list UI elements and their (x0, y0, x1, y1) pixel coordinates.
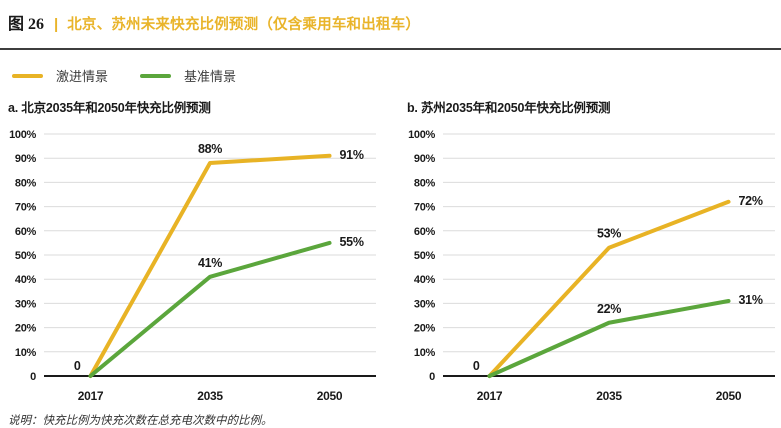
svg-text:20%: 20% (15, 323, 37, 335)
legend-item-baseline: 基准情景 (140, 66, 236, 85)
svg-text:100%: 100% (408, 129, 435, 141)
svg-text:41%: 41% (198, 256, 222, 270)
beijing-line-chart: 0 10% 20% 30% 40% 50% 60% 70% 80% 90% 100% 2017 2035… (9, 129, 376, 403)
svg-text:30%: 30% (414, 298, 436, 310)
figure-title: 北京、苏州未来快充比例预测（仅含乘用车和出租车） (67, 17, 421, 33)
svg-text:50%: 50% (414, 250, 436, 262)
chart-subtitle-suzhou: b. 苏州2035年和2050年快充比例预测 (407, 101, 611, 115)
svg-text:88%: 88% (198, 142, 222, 156)
svg-text:60%: 60% (15, 226, 37, 238)
figure-header: 图 26 | 北京、苏州未来快充比例预测（仅含乘用车和出租车） (0, 8, 781, 34)
legend-label-baseline: 基准情景 (184, 69, 237, 84)
svg-text:50%: 50% (15, 250, 37, 262)
svg-text:0: 0 (30, 371, 36, 383)
chart-subtitle-beijing: a. 北京2035年和2050年快充比例预测 (8, 101, 211, 115)
chart-panel-beijing: a. 北京2035年和2050年快充比例预测 0 10% 20% 30% 40% 50% 6… (0, 97, 381, 406)
svg-text:10%: 10% (414, 347, 436, 359)
svg-text:31%: 31% (739, 293, 763, 307)
svg-text:72%: 72% (739, 194, 763, 208)
aggressive-scenario-line-swatch (12, 73, 43, 78)
legend-item-aggressive: 激进情景 (12, 66, 108, 85)
legend-label-aggressive: 激进情景 (56, 69, 109, 84)
svg-text:0: 0 (74, 359, 81, 373)
chart-legend: 激进情景 基准情景 (0, 50, 781, 85)
svg-text:70%: 70% (414, 202, 436, 214)
svg-text:2050: 2050 (716, 389, 742, 403)
chart-panel-suzhou: b. 苏州2035年和2050年快充比例预测 0 10% 20% 30% 40% 50% 6… (381, 97, 775, 406)
svg-text:100%: 100% (9, 129, 36, 141)
suzhou-line-chart: 0 10% 20% 30% 40% 50% 60% 70% 80% 90% 100% 2017 2035… (408, 129, 775, 403)
footnote: 说明：快充比例为快充次数在总充电次数中的比例。 (8, 415, 273, 427)
svg-text:40%: 40% (15, 274, 37, 286)
svg-text:80%: 80% (414, 177, 436, 189)
svg-text:60%: 60% (414, 226, 436, 238)
svg-text:22%: 22% (597, 302, 621, 316)
svg-text:80%: 80% (15, 177, 37, 189)
svg-text:90%: 90% (414, 153, 436, 165)
svg-text:20%: 20% (414, 323, 436, 335)
svg-text:40%: 40% (414, 274, 436, 286)
svg-text:10%: 10% (15, 347, 37, 359)
baseline-scenario-line-swatch (140, 73, 172, 78)
figure-number-label: 图 26 (8, 16, 45, 33)
title-divider: | (54, 16, 59, 33)
svg-text:2035: 2035 (197, 389, 223, 403)
charts-row: a. 北京2035年和2050年快充比例预测 0 10% 20% 30% 40% 50% 6… (0, 97, 781, 406)
svg-text:2050: 2050 (317, 389, 343, 403)
header-rule (0, 48, 781, 50)
svg-text:2035: 2035 (596, 389, 622, 403)
svg-text:53%: 53% (597, 227, 621, 241)
svg-text:55%: 55% (340, 235, 364, 249)
svg-text:0: 0 (473, 359, 480, 373)
svg-text:70%: 70% (15, 202, 37, 214)
svg-text:90%: 90% (15, 153, 37, 165)
svg-text:0: 0 (429, 371, 435, 383)
svg-text:2017: 2017 (477, 389, 503, 403)
svg-text:2017: 2017 (78, 389, 104, 403)
svg-text:30%: 30% (15, 298, 37, 310)
svg-text:91%: 91% (340, 148, 364, 162)
